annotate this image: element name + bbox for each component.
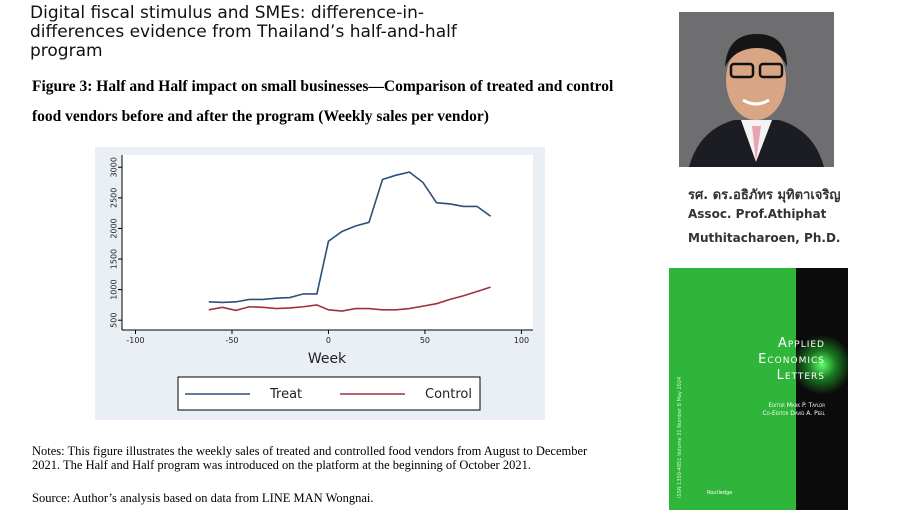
x-tick-label: 0 [326, 336, 331, 345]
cover-title: Applied [777, 336, 825, 351]
y-tick-label: 2500 [110, 188, 119, 208]
chart: Week 500 1000 1500 2000 2500 3000 -100 -50 0 50 10… [95, 147, 545, 420]
x-tick-label: 50 [420, 336, 430, 345]
book-cover: Applied Economics Letters Editor Mark P.… [669, 268, 848, 510]
y-tick-label: 2000 [110, 218, 119, 238]
cover-publisher: Routledge [707, 490, 733, 496]
series-line [208, 171, 492, 304]
cover-strip [796, 268, 848, 510]
title: Digital fiscal stimulus and SMEs: differ… [30, 3, 457, 61]
notes: Notes: This figure illustrates the weekl… [32, 444, 588, 472]
source: Source: Author’s analysis based on data … [32, 491, 374, 505]
name-thai: รศ. ดร.อธิภัทร มุทิตาเจริญ [688, 188, 841, 203]
y-tick-label: 3000 [110, 157, 119, 177]
series-line [208, 286, 491, 312]
cover-editor: Editor Mark P. Taylor [768, 402, 825, 409]
portrait [679, 12, 834, 167]
x-axis-label: Week [308, 351, 347, 367]
x-tick-label: -100 [126, 336, 144, 345]
cover-title: Letters [776, 368, 825, 383]
name-line: Muthitacharoen, Ph.D. [688, 231, 841, 245]
y-tick-label: 1000 [110, 279, 119, 299]
figure-caption: Figure 3: Half and Half impact on small … [32, 78, 614, 125]
cover-spine: ISSN 1350-4851 Volume 31 Number 8 May 20… [677, 376, 683, 498]
cover-editor: Co-Editor David A. Peel [762, 410, 825, 417]
x-tick-label: 100 [514, 336, 529, 345]
y-tick-label: 1500 [110, 249, 119, 269]
legend-label: Control [425, 387, 472, 402]
x-tick-label: -50 [225, 336, 238, 345]
legend-label: Treat [269, 387, 302, 402]
name-line: Assoc. Prof.Athiphat [688, 207, 827, 221]
y-tick-label: 500 [110, 313, 119, 328]
cover-title: Economics [758, 352, 825, 367]
